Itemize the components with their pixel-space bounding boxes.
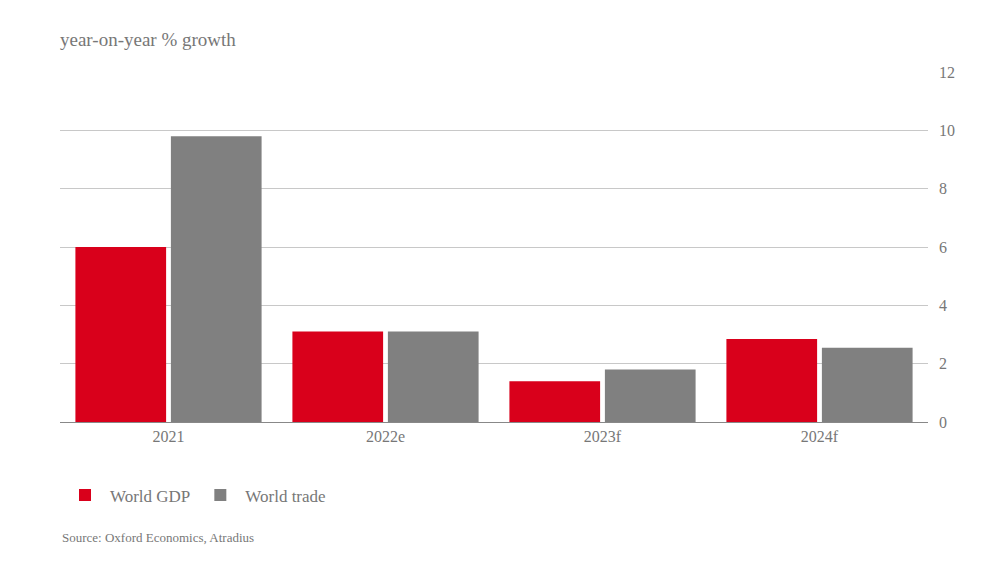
svg-text:2023f: 2023f xyxy=(584,428,622,445)
svg-text:6: 6 xyxy=(939,239,947,256)
svg-text:0: 0 xyxy=(939,414,947,431)
svg-text:2022e: 2022e xyxy=(366,428,405,445)
svg-text:2021: 2021 xyxy=(153,428,185,445)
svg-text:World trade: World trade xyxy=(245,487,325,506)
svg-text:10: 10 xyxy=(939,122,955,139)
svg-text:12: 12 xyxy=(939,64,955,81)
svg-text:Source: Oxford Economics, Atra: Source: Oxford Economics, Atradius xyxy=(62,530,254,545)
svg-text:World GDP: World GDP xyxy=(110,487,190,506)
svg-text:4: 4 xyxy=(939,297,947,314)
svg-text:2024f: 2024f xyxy=(801,428,839,445)
svg-text:2: 2 xyxy=(939,355,947,372)
svg-text:year-on-year % growth: year-on-year % growth xyxy=(60,29,236,50)
svg-text:8: 8 xyxy=(939,180,947,197)
